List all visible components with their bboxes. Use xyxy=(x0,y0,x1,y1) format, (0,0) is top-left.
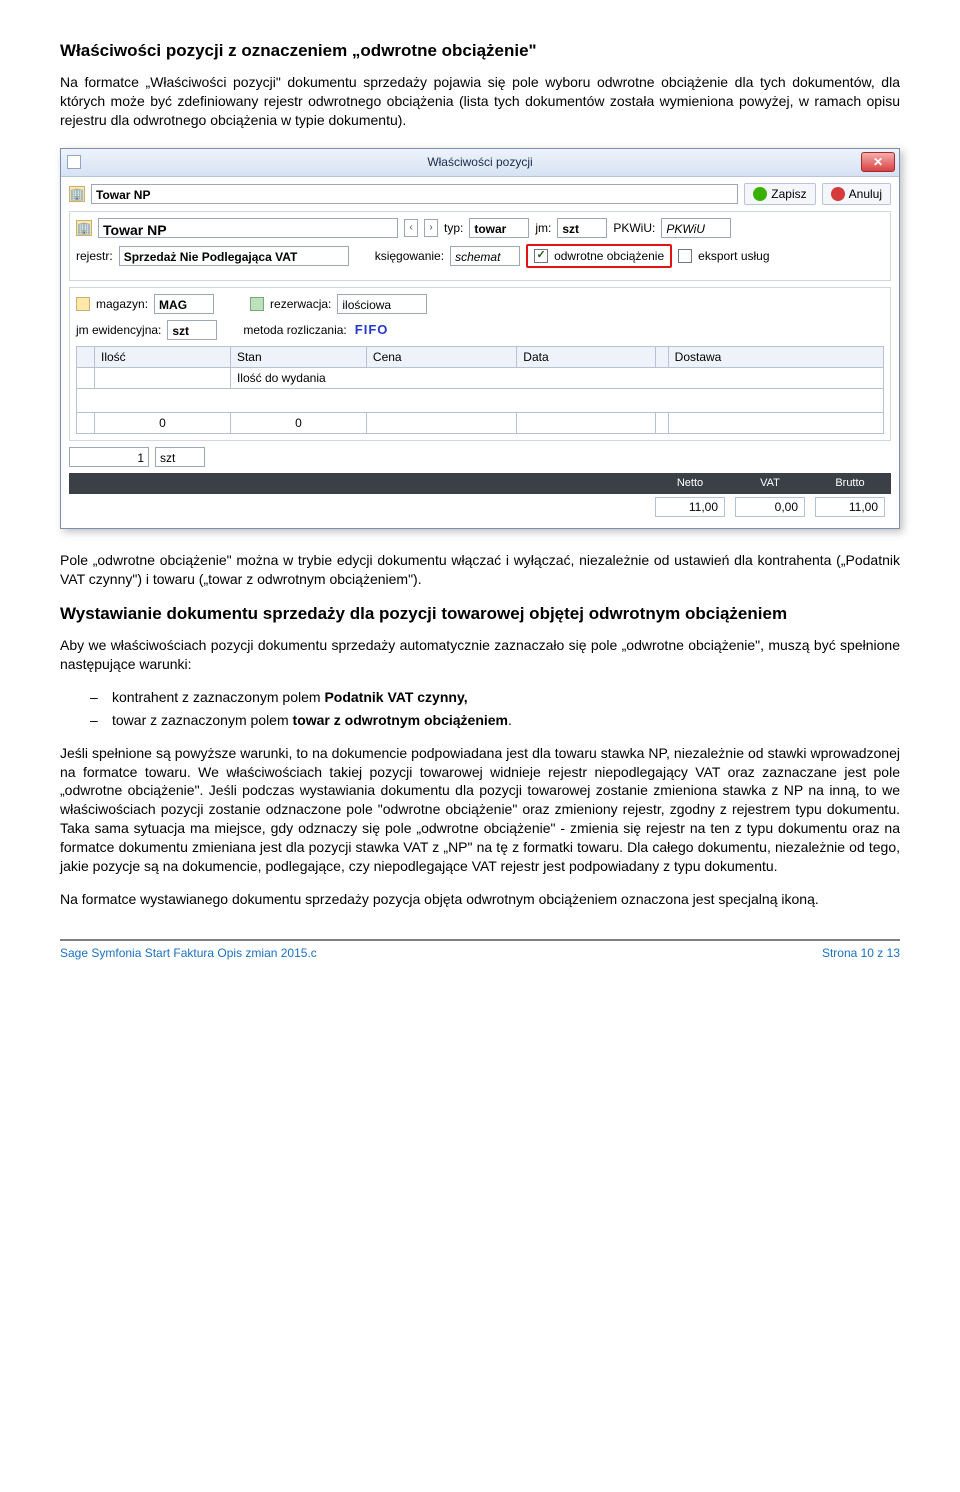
cancel-label: Anuluj xyxy=(849,186,882,202)
sum-ilosc: 0 xyxy=(95,413,231,434)
item-details-panel: 🏢 Towar NP ‹ › typ: towar jm: szt PKWiU:… xyxy=(69,211,891,281)
magazyn-field[interactable]: MAG xyxy=(154,294,214,314)
paragraph-1: Na formatce „Właściwości pozycji" dokume… xyxy=(60,73,900,130)
dialog-titlebar: Właściwości pozycji ✕ xyxy=(61,149,899,177)
fifo-badge: FIFO xyxy=(353,321,391,339)
paragraph-5: Na formatce wystawianego dokumentu sprze… xyxy=(60,890,900,909)
netto-value: 11,00 xyxy=(655,497,725,517)
type-label: typ: xyxy=(444,220,463,236)
page-footer: Sage Symfonia Start Faktura Opis zmian 2… xyxy=(60,939,900,961)
magazyn-label: magazyn: xyxy=(96,296,148,312)
save-label: Zapisz xyxy=(771,186,806,202)
paragraph-2: Pole „odwrotne obciążenie" można w trybi… xyxy=(60,551,900,589)
section-title-1: Właściwości pozycji z oznaczeniem „odwro… xyxy=(60,40,900,63)
dialog-body: 🏢 Towar NP Zapisz Anuluj 🏢 Towar NP ‹ › … xyxy=(61,177,899,529)
prev-arrow-icon[interactable]: ‹ xyxy=(404,219,418,237)
list-item: towar z zaznaczonym polem towar z odwrot… xyxy=(90,711,900,730)
sum-stan: 0 xyxy=(230,413,366,434)
ksiegowanie-field[interactable]: schemat xyxy=(450,246,520,266)
ilosc-do-wydania-label: Ilość do wydania xyxy=(230,367,883,388)
list-item-bold: towar z odwrotnym obciążeniem xyxy=(293,712,508,728)
footer-left: Sage Symfonia Start Faktura Opis zmian 2… xyxy=(60,945,317,961)
item-icon: 🏢 xyxy=(69,186,85,202)
netto-label: Netto xyxy=(655,476,725,491)
col-data[interactable]: Data xyxy=(517,346,655,367)
system-menu-icon[interactable] xyxy=(67,155,81,169)
ksiegowanie-label: księgowanie: xyxy=(375,248,444,264)
jm-label: jm: xyxy=(535,220,551,236)
metoda-label: metoda rozliczania: xyxy=(243,322,346,338)
jm-ewid-label: jm ewidencyjna: xyxy=(76,322,161,338)
list-item-text: kontrahent z zaznaczonym polem xyxy=(112,689,324,705)
paragraph-3: Aby we właściwościach pozycji dokumentu … xyxy=(60,636,900,674)
item-code-field[interactable]: Towar NP xyxy=(91,184,738,204)
conditions-list: kontrahent z zaznaczonym polem Podatnik … xyxy=(90,688,900,730)
cancel-icon xyxy=(831,187,845,201)
list-item: kontrahent z zaznaczonym polem Podatnik … xyxy=(90,688,900,707)
export-services-checkbox[interactable] xyxy=(678,249,692,263)
unit-field: szt xyxy=(155,447,205,467)
save-button[interactable]: Zapisz xyxy=(744,183,815,205)
reservation-icon xyxy=(250,297,264,311)
jm-ewid-field: szt xyxy=(167,320,217,340)
col-stan[interactable]: Stan xyxy=(230,346,366,367)
delivery-table: Ilość Stan Cena Data Dostawa Ilość do wy… xyxy=(76,346,884,435)
export-services-label: eksport usług xyxy=(698,248,769,264)
rejestr-field[interactable]: Sprzedaż Nie Podlegająca VAT xyxy=(119,246,349,266)
warehouse-icon xyxy=(76,297,90,311)
dialog-title: Właściwości pozycji xyxy=(427,154,532,170)
list-item-bold: Podatnik VAT czynny, xyxy=(324,689,467,705)
footer-right: Strona 10 z 13 xyxy=(822,945,900,961)
item-name-field: Towar NP xyxy=(98,218,398,238)
jm-value: szt xyxy=(557,218,607,238)
rezerwacja-field[interactable]: ilościowa xyxy=(337,294,427,314)
warehouse-panel: magazyn: MAG rezerwacja: ilościowa jm ew… xyxy=(69,287,891,442)
vat-label: VAT xyxy=(735,476,805,491)
table-row[interactable]: Ilość do wydania xyxy=(77,367,884,388)
item-icon-2: 🏢 xyxy=(76,220,92,236)
brutto-value: 11,00 xyxy=(815,497,885,517)
close-icon[interactable]: ✕ xyxy=(861,152,895,172)
col-ilosc[interactable]: Ilość xyxy=(95,346,231,367)
col-dostawa[interactable]: Dostawa xyxy=(668,346,883,367)
type-value: towar xyxy=(469,218,529,238)
totals-header: Netto VAT Brutto xyxy=(69,473,891,494)
reverse-charge-label: odwrotne obciążenie xyxy=(554,248,664,264)
rejestr-label: rejestr: xyxy=(76,248,113,264)
col-cena[interactable]: Cena xyxy=(366,346,516,367)
reverse-charge-checkbox[interactable] xyxy=(534,249,548,263)
wlasciwosci-pozycji-dialog: Właściwości pozycji ✕ 🏢 Towar NP Zapisz … xyxy=(60,148,900,530)
reverse-charge-highlight: odwrotne obciążenie xyxy=(526,244,672,268)
section-title-2: Wystawianie dokumentu sprzedaży dla pozy… xyxy=(60,603,900,626)
cancel-button[interactable]: Anuluj xyxy=(822,183,891,205)
paragraph-4: Jeśli spełnione są powyższe warunki, to … xyxy=(60,744,900,876)
list-item-text: towar z zaznaczonym polem xyxy=(112,712,293,728)
quantity-field[interactable]: 1 xyxy=(69,447,149,467)
next-arrow-icon[interactable]: › xyxy=(424,219,438,237)
vat-value: 0,00 xyxy=(735,497,805,517)
pkwiu-field[interactable]: PKWiU xyxy=(661,218,731,238)
brutto-label: Brutto xyxy=(815,476,885,491)
check-icon xyxy=(753,187,767,201)
pkwiu-label: PKWiU: xyxy=(613,220,655,236)
table-row: 0 0 xyxy=(77,413,884,434)
totals-values: 11,00 0,00 11,00 xyxy=(69,494,891,520)
rezerwacja-label: rezerwacja: xyxy=(270,296,331,312)
